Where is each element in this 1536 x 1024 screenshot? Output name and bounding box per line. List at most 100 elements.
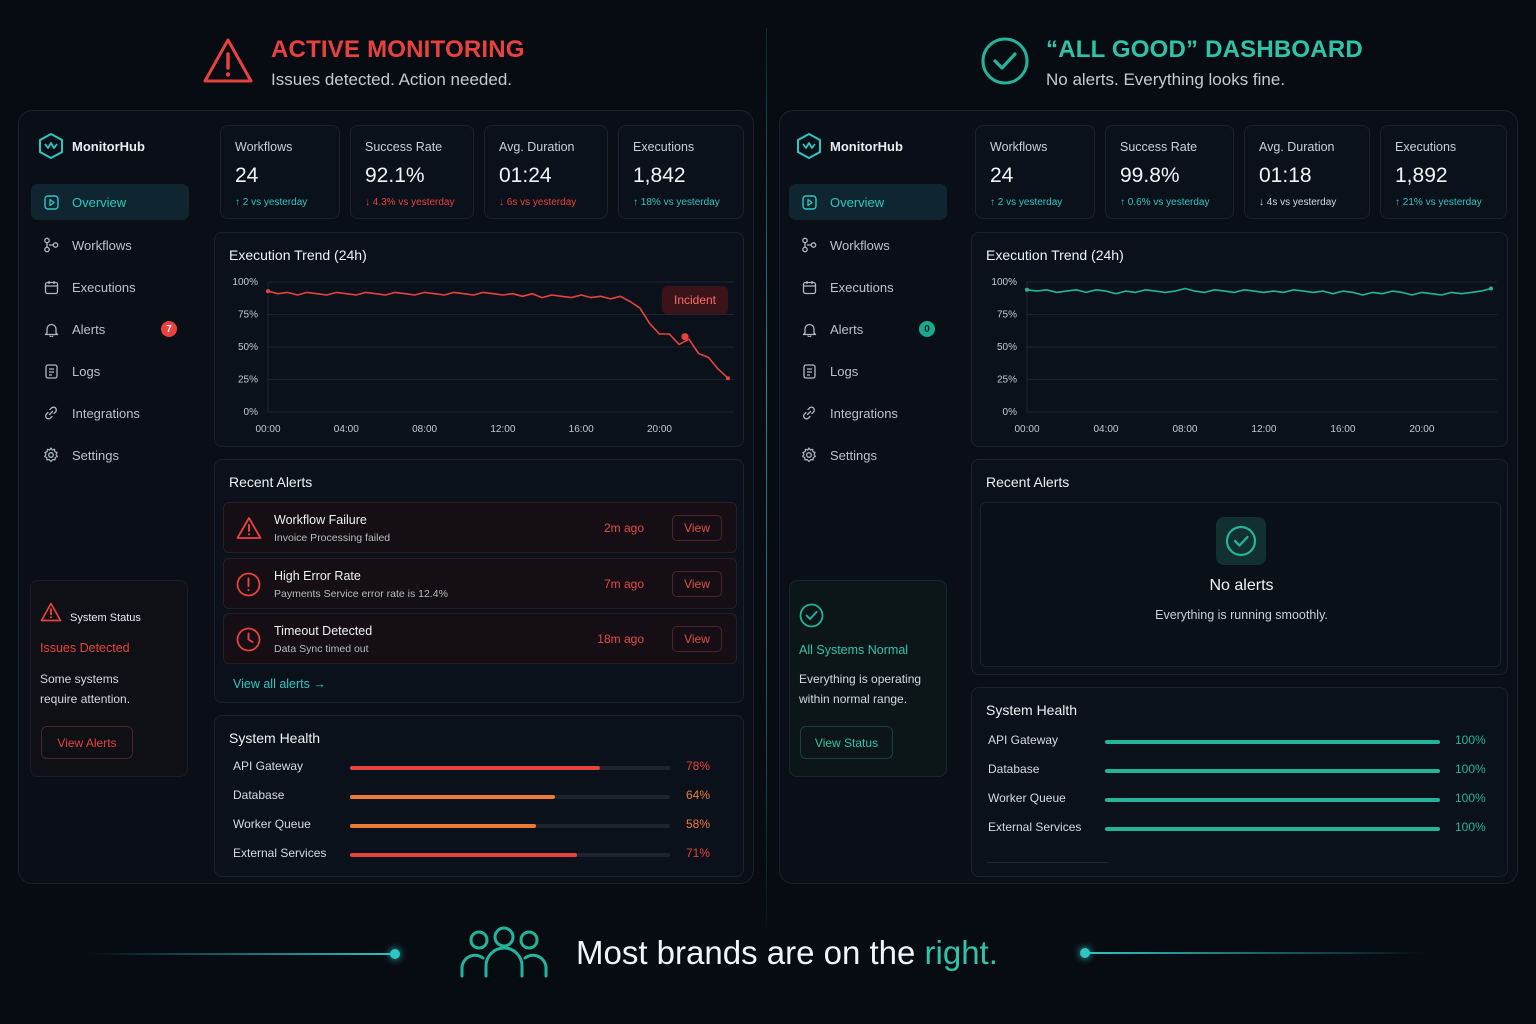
nav-logs[interactable]: Logs <box>789 353 947 389</box>
left-header-subtitle: Issues detected. Action needed. <box>271 70 513 89</box>
kpi-card-avg-duration: Avg. Duration 01:24 ↓ 6s vs yesterday <box>484 125 608 219</box>
no-alerts-title: No alerts <box>1209 577 1274 594</box>
nav-label: Settings <box>830 447 877 463</box>
nav-label: Executions <box>830 279 894 295</box>
view-all-alerts-link[interactable]: View all alerts → <box>233 677 326 691</box>
brand-name: MonitorHub <box>72 139 145 154</box>
alert-view-button[interactable]: View <box>672 571 722 597</box>
nav-overview[interactable]: Overview <box>789 184 947 220</box>
gear-icon <box>801 447 817 463</box>
clock-icon <box>236 627 261 652</box>
nav-workflows[interactable]: Workflows <box>789 227 947 263</box>
exclamation-circle-icon <box>236 572 261 597</box>
nav-executions[interactable]: Executions <box>31 269 189 305</box>
nav-integrations[interactable]: Integrations <box>31 395 189 431</box>
nav-executions[interactable]: Executions <box>789 269 947 305</box>
health-bar-fill <box>350 824 536 828</box>
alert-view-button[interactable]: View <box>672 515 722 541</box>
nav-logs[interactable]: Logs <box>31 353 189 389</box>
x-tick-label: 16:00 <box>569 424 594 435</box>
health-label: Worker Queue <box>233 817 311 831</box>
nav-label: Alerts <box>72 321 106 337</box>
left-accent-dot <box>390 949 400 959</box>
health-percent: 58% <box>686 817 711 831</box>
kpi-value: 24 <box>990 164 1014 187</box>
alert-time: 7m ago <box>603 577 644 591</box>
nav-workflows[interactable]: Workflows <box>31 227 189 263</box>
view-status-button[interactable]: View Status <box>800 726 893 759</box>
kpi-label: Executions <box>1395 140 1457 154</box>
nav-integrations[interactable]: Integrations <box>789 395 947 431</box>
health-percent: 64% <box>686 788 711 802</box>
system-health-card: System Health API Gateway 78% Database 64% W… <box>214 715 744 877</box>
y-tick-label: 50% <box>238 342 258 353</box>
execution-trend-card: Execution Trend (24h) 100% 75% 50% 25% 0% 00:… <box>971 232 1508 447</box>
health-bar-track <box>1105 769 1440 773</box>
alert-desc: Data Sync timed out <box>274 643 369 655</box>
y-tick-label: 50% <box>997 342 1017 353</box>
kpi-card-success-rate: Success Rate 99.8% ↑ 0.6% vs yesterday <box>1105 125 1234 219</box>
x-tick-label: 04:00 <box>1093 424 1118 435</box>
nav-alerts[interactable]: Alerts 0 <box>789 311 947 347</box>
series-start-point <box>266 289 270 294</box>
nav-label: Workflows <box>72 237 132 253</box>
kpi-card-success-rate: Success Rate 92.1% ↓ 4.3% vs yesterday <box>350 125 474 219</box>
system-status-desc: Everything is operating <box>799 672 922 686</box>
health-bar-fill <box>1105 740 1440 744</box>
alert-row[interactable]: Workflow Failure Invoice Processing fail… <box>223 502 737 553</box>
kpi-card-executions: Executions 1,892 ↑ 21% vs yesterday <box>1380 125 1507 219</box>
chart-title: Execution Trend (24h) <box>229 247 367 263</box>
kpi-delta: ↑ 0.6% vs yesterday <box>1120 197 1210 208</box>
execution-trend-chart: 100% 75% 50% 25% 0% 00:00 04:00 08:00 12:00 16:00… <box>991 277 1497 435</box>
health-label: Database <box>988 762 1040 776</box>
nav-settings[interactable]: Settings <box>31 437 189 473</box>
warning-triangle-icon <box>40 602 62 622</box>
y-tick-label: 100% <box>991 277 1017 288</box>
system-status-state: Issues Detected <box>40 641 130 655</box>
series-start-point <box>1025 287 1029 292</box>
nav-label: Logs <box>72 363 101 379</box>
center-divider <box>766 28 767 928</box>
x-tick-label: 00:00 <box>1014 424 1039 435</box>
series-end-point <box>726 376 730 381</box>
tagline-highlight: right. <box>924 934 998 971</box>
alert-row[interactable]: High Error Rate Payments Service error r… <box>223 558 737 609</box>
alert-title: High Error Rate <box>274 569 361 583</box>
divider <box>986 862 1108 863</box>
kpi-value: 99.8% <box>1120 164 1180 187</box>
kpi-card-executions: Executions 1,842 ↑ 18% vs yesterday <box>618 125 744 219</box>
bottom-tagline: Most brands are on the right. <box>576 934 998 972</box>
health-percent: 100% <box>1455 762 1486 776</box>
system-status-state: All Systems Normal <box>799 643 909 657</box>
health-percent: 78% <box>686 759 711 773</box>
nav-overview[interactable]: Overview <box>31 184 189 220</box>
alert-time: 18m ago <box>597 632 644 646</box>
kpi-label: Avg. Duration <box>1259 140 1335 154</box>
nav-settings[interactable]: Settings <box>789 437 947 473</box>
overview-icon <box>801 194 817 210</box>
alert-row[interactable]: Timeout Detected Data Sync timed out 18m… <box>223 613 737 664</box>
nav-label: Workflows <box>830 237 890 253</box>
system-status-label: System Status <box>70 612 141 624</box>
document-icon <box>43 363 59 379</box>
health-percent: 100% <box>1455 733 1486 747</box>
execution-trend-chart: 100% 75% 50% 25% 0% 00:00 04:00 08:00 12:00 16:00… <box>232 277 734 435</box>
incident-annotation: Incident <box>662 286 728 314</box>
system-status-card: System Status Issues Detected Some syste… <box>30 580 188 777</box>
check-circle-icon <box>1225 525 1257 557</box>
health-percent: 71% <box>686 846 711 860</box>
calendar-icon <box>43 279 59 295</box>
health-percent: 100% <box>1455 791 1486 805</box>
x-tick-label: 08:00 <box>412 424 437 435</box>
y-tick-label: 25% <box>997 375 1017 386</box>
kpi-value: 24 <box>235 164 259 187</box>
execution-trend-card: Execution Trend (24h) 100% 75% 50% 25% 0% 00:… <box>214 232 744 447</box>
view-alerts-button[interactable]: View Alerts <box>41 726 133 759</box>
alert-view-button[interactable]: View <box>672 626 722 652</box>
check-circle-icon <box>981 37 1029 85</box>
nav-alerts[interactable]: Alerts 7 <box>31 311 189 347</box>
monitorhub-logo-icon <box>797 132 821 160</box>
y-tick-label: 0% <box>244 407 259 418</box>
no-alerts-desc: Everything is running smoothly. <box>1155 608 1328 622</box>
workflows-icon <box>43 237 59 253</box>
